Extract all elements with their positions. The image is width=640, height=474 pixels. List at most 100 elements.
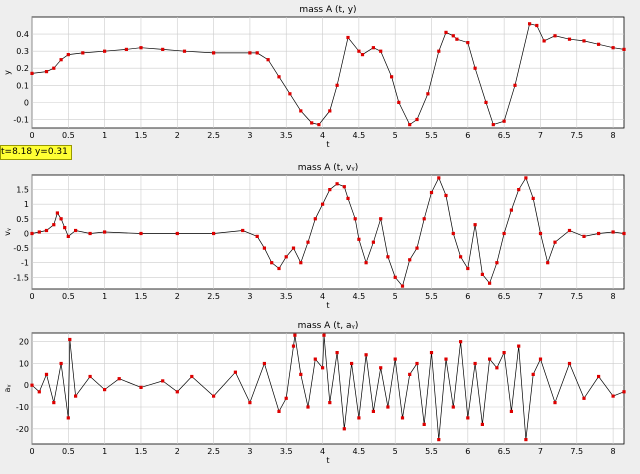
y-tick-label: 0 [24, 229, 29, 238]
data-point [611, 230, 615, 234]
data-point [531, 372, 535, 376]
data-point [310, 121, 314, 125]
data-point [266, 58, 270, 62]
data-point [342, 185, 346, 189]
data-point [371, 409, 375, 413]
x-tick-label: 1 [102, 131, 107, 140]
data-point [117, 377, 121, 381]
y-tick-label: 1 [24, 200, 29, 209]
x-axis-label: t [326, 140, 329, 149]
x-tick-label: 7 [538, 292, 543, 301]
data-point [335, 351, 339, 355]
data-point [531, 196, 535, 200]
data-point [437, 438, 441, 442]
data-point [502, 351, 506, 355]
data-point [288, 92, 292, 96]
data-point [437, 49, 441, 53]
data-point [342, 427, 346, 431]
chart-title: mass A (t, aᵧ) [298, 321, 359, 331]
x-tick-label: 6.5 [498, 131, 511, 140]
data-point [317, 123, 321, 127]
data-point [81, 51, 85, 55]
data-point [139, 46, 143, 50]
data-point [582, 396, 586, 400]
data-point [335, 182, 339, 186]
data-point [480, 272, 484, 276]
data-point [429, 190, 434, 195]
data-point [52, 401, 56, 405]
data-point [88, 231, 92, 236]
x-tick-label: 3.5 [280, 131, 293, 140]
data-point [390, 75, 394, 79]
data-point [473, 223, 477, 227]
data-point [59, 361, 63, 366]
data-point [74, 228, 78, 233]
data-point [277, 266, 281, 271]
data-point [182, 49, 187, 53]
data-point [346, 35, 350, 40]
data-point [371, 46, 375, 50]
data-point [52, 66, 56, 70]
x-tick-label: 4.5 [353, 292, 366, 301]
data-point [546, 261, 550, 265]
data-point [306, 240, 310, 244]
x-tick-label: 5 [393, 292, 398, 301]
data-point [357, 49, 361, 53]
x-tick-label: 1.5 [135, 447, 148, 456]
x-tick-label: 6.5 [498, 447, 511, 456]
data-point [299, 109, 303, 113]
y-axis-label: y [3, 70, 12, 75]
x-tick-label: 0.5 [62, 292, 75, 301]
x-tick-label: 1 [102, 447, 107, 456]
data-point [582, 39, 586, 43]
data-point [44, 70, 49, 74]
data-point [52, 223, 56, 227]
data-point [622, 231, 626, 236]
data-point [542, 39, 546, 43]
data-point [55, 211, 59, 215]
y-tick-label: 0.3 [16, 47, 29, 56]
x-tick-label: 8 [611, 292, 616, 301]
data-point [397, 100, 401, 104]
data-point [553, 401, 557, 405]
data-point [408, 123, 412, 127]
data-point [451, 34, 455, 38]
x-tick-label: 2 [175, 447, 180, 456]
chart-title: mass A (t, vᵧ) [298, 163, 359, 173]
data-point [44, 228, 49, 233]
x-tick-label: 0 [29, 292, 34, 301]
data-point [459, 340, 463, 344]
data-point [353, 217, 357, 221]
data-point [37, 390, 41, 394]
data-point [495, 261, 499, 265]
data-point [379, 49, 383, 53]
data-point [262, 361, 266, 366]
x-tick-label: 1.5 [135, 292, 148, 301]
data-point [582, 234, 586, 238]
data-point [59, 217, 63, 221]
data-point [328, 188, 332, 192]
x-tick-label: 8 [611, 447, 616, 456]
y-tick-label: 0.2 [16, 64, 29, 73]
data-point [66, 234, 70, 238]
x-tick-label: 4 [320, 447, 325, 456]
y-tick-label: -0.5 [13, 244, 29, 253]
x-tick-label: 2 [175, 292, 180, 301]
x-tick-label: 2 [175, 131, 180, 140]
x-tick-label: 0.5 [62, 447, 75, 456]
data-point [567, 228, 572, 233]
y-axis-label: vᵧ [3, 228, 12, 236]
y-tick-label: -1 [21, 259, 29, 268]
data-point [459, 255, 463, 259]
data-point [488, 281, 492, 285]
x-tick-label: 4 [320, 131, 325, 140]
data-point [597, 374, 601, 379]
x-tick-label: 4.5 [353, 447, 366, 456]
x-tick-label: 0.5 [62, 131, 75, 140]
data-point [386, 255, 390, 259]
data-point [466, 266, 470, 271]
data-point [400, 284, 405, 288]
x-tick-label: 7 [538, 131, 543, 140]
data-point [322, 333, 326, 337]
x-tick-label: 3.5 [280, 447, 293, 456]
